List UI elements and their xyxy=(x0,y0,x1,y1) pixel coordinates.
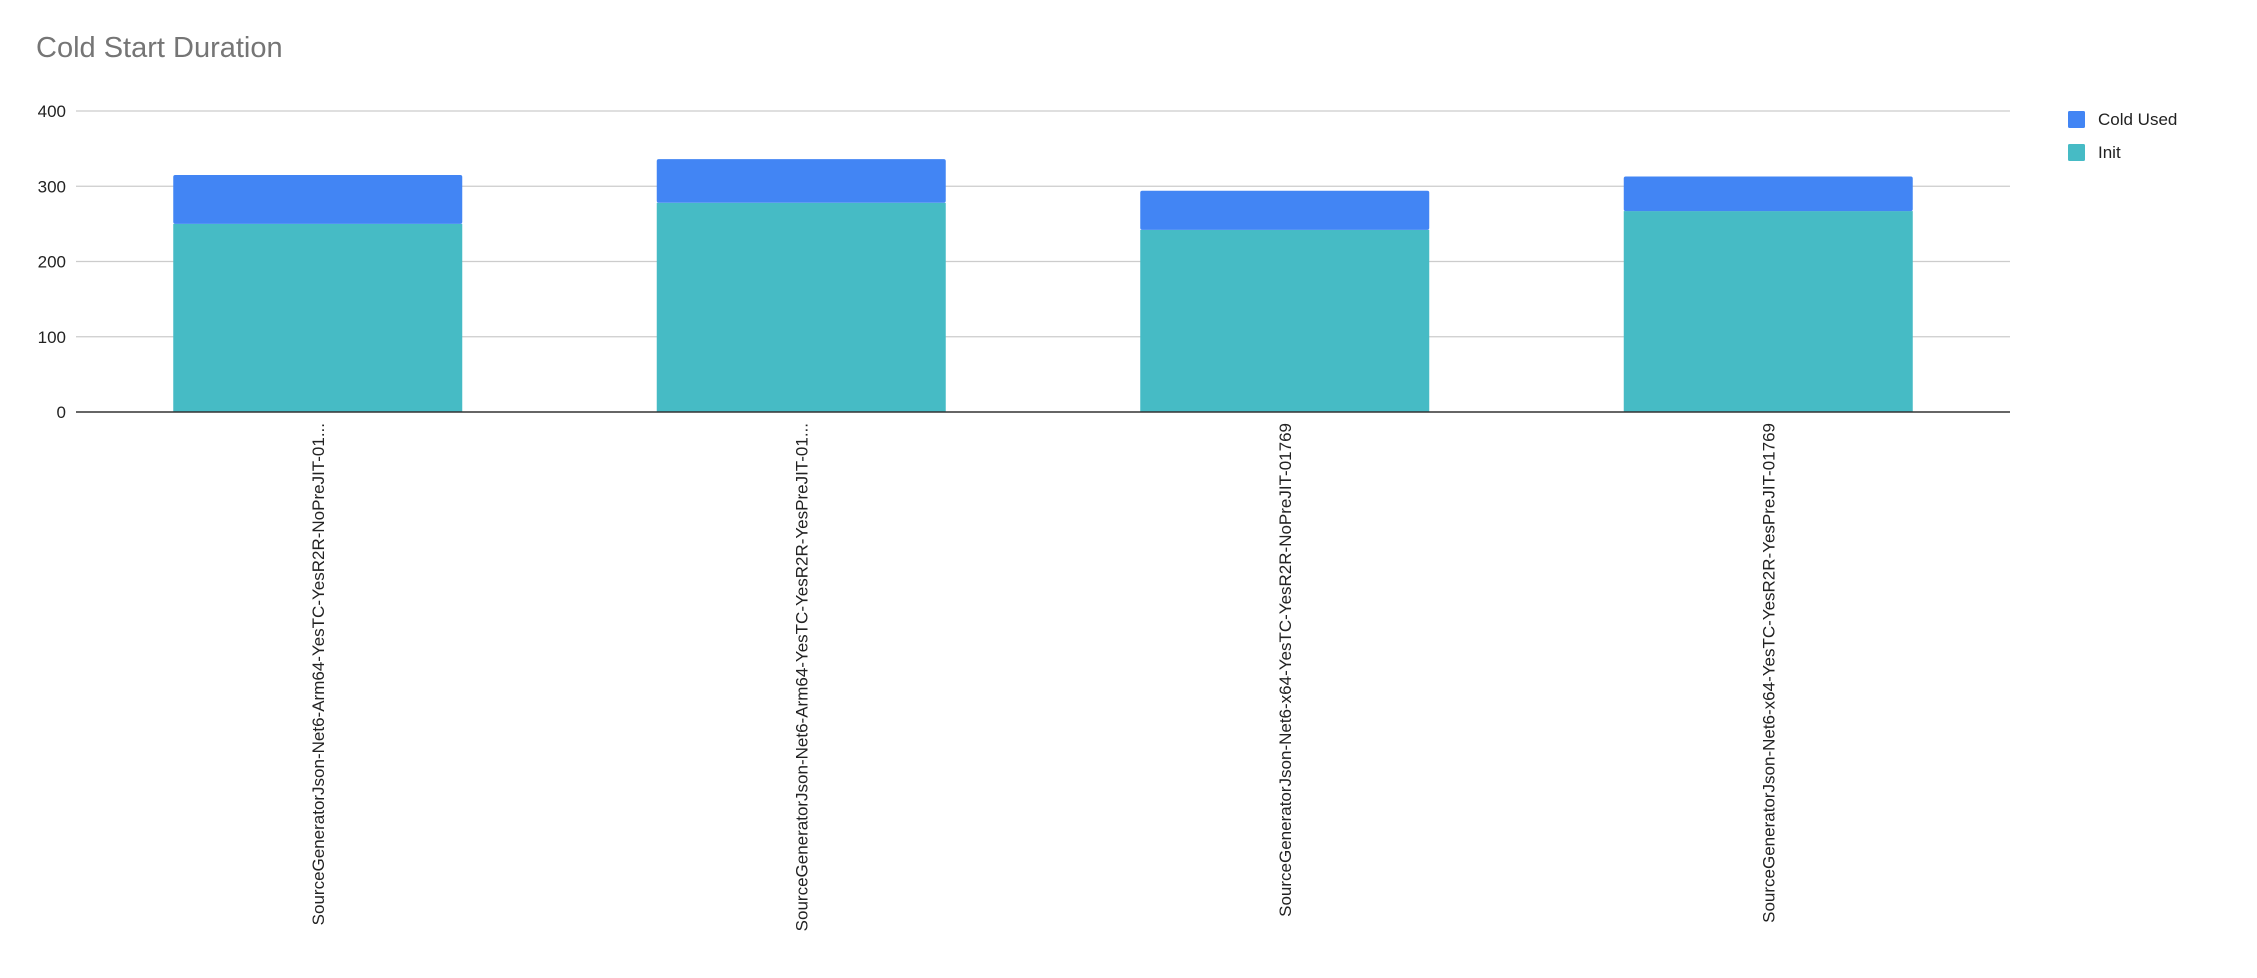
x-category-label: SourceGeneratorJson-Net6-x64-YesTC-YesR2… xyxy=(1759,423,1778,923)
y-tick-label: 100 xyxy=(38,328,66,347)
bar-cold-used xyxy=(656,159,946,203)
bar-init xyxy=(1140,229,1430,412)
legend-label: Cold Used xyxy=(2098,110,2177,129)
bar-cold-used xyxy=(1140,190,1430,230)
legend-swatch xyxy=(2068,144,2085,161)
y-tick-label: 400 xyxy=(38,102,66,121)
bar-init xyxy=(1623,211,1913,412)
bar-init xyxy=(173,223,463,412)
legend-swatch xyxy=(2068,111,2085,128)
bar-init xyxy=(656,202,946,412)
legend-label: Init xyxy=(2098,143,2121,162)
y-tick-label: 0 xyxy=(57,403,66,422)
bar-cold-used xyxy=(1623,176,1913,212)
x-category-label: SourceGeneratorJson-Net6-Arm64-YesTC-Yes… xyxy=(309,423,328,925)
y-tick-label: 300 xyxy=(38,177,66,196)
x-category-label: SourceGeneratorJson-Net6-x64-YesTC-YesR2… xyxy=(1276,423,1295,917)
x-category-label: SourceGeneratorJson-Net6-Arm64-YesTC-Yes… xyxy=(792,423,811,931)
y-tick-label: 200 xyxy=(38,253,66,272)
chart-title: Cold Start Duration xyxy=(36,32,283,64)
bar-cold-used xyxy=(173,174,463,224)
